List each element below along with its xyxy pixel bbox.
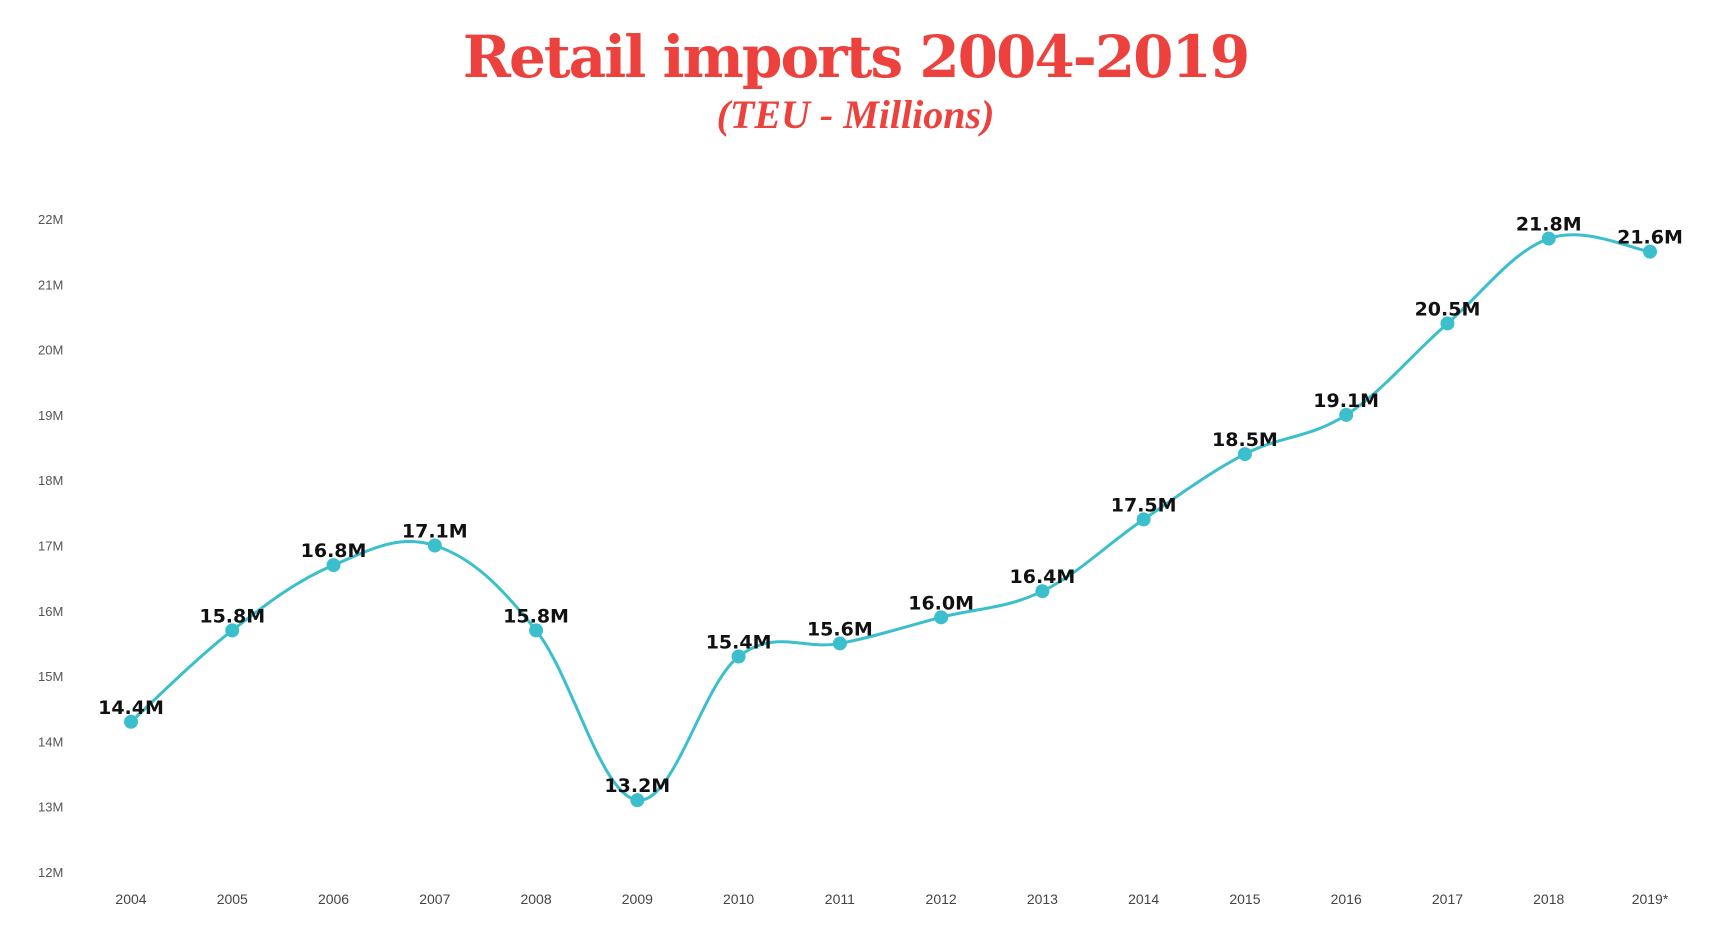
- data-point[interactable]: [832, 636, 847, 651]
- y-tick-label: 21M: [38, 277, 63, 292]
- data-label: 17.1M: [402, 521, 468, 543]
- y-tick-label: 15M: [38, 669, 63, 684]
- x-tick-label: 2014: [1128, 891, 1159, 907]
- y-tick-label: 19M: [38, 408, 63, 423]
- data-label: 18.5M: [1212, 429, 1278, 451]
- x-tick-label: 2004: [115, 891, 146, 907]
- data-point[interactable]: [1237, 447, 1252, 462]
- x-tick-label: 2011: [825, 891, 855, 907]
- y-tick-label: 14M: [38, 734, 63, 749]
- data-label: 20.5M: [1415, 298, 1481, 320]
- x-tick-label: 2016: [1331, 891, 1362, 907]
- data-label: 13.2M: [604, 775, 670, 797]
- data-labels: 14.4M 15.8M 16.8M 17.1M 15.8M 13.2M 15.4M 15.6M…: [98, 214, 1683, 798]
- y-tick-label: 13M: [38, 800, 63, 815]
- data-point[interactable]: [1541, 231, 1556, 246]
- data-point[interactable]: [529, 623, 544, 638]
- data-point[interactable]: [326, 558, 341, 573]
- data-label: 15.8M: [199, 605, 265, 627]
- data-label: 14.4M: [98, 697, 164, 719]
- data-label: 21.8M: [1516, 214, 1582, 236]
- x-tick-label: 2019*: [1632, 891, 1669, 907]
- data-points: [124, 231, 1657, 808]
- chart-subtitle: (TEU - Millions): [716, 92, 995, 137]
- data-point[interactable]: [225, 623, 240, 638]
- x-tick-label: 2015: [1229, 891, 1260, 907]
- data-point[interactable]: [427, 538, 442, 553]
- y-tick-label: 22M: [38, 212, 63, 227]
- data-label: 16.0M: [908, 592, 974, 614]
- x-tick-label: 2008: [520, 891, 551, 907]
- y-tick-label: 17M: [38, 539, 63, 554]
- data-point[interactable]: [124, 714, 138, 729]
- data-label: 21.6M: [1617, 227, 1683, 249]
- series-line: [129, 233, 1651, 802]
- data-label: 19.1M: [1313, 390, 1379, 412]
- data-point[interactable]: [1136, 512, 1151, 527]
- chart-header: Retail imports 2004-2019 (TEU - Millions…: [0, 22, 1711, 138]
- x-tick-label: 2013: [1027, 891, 1058, 907]
- x-axis: 2004 2005 2006 2007 2008 2009 2010 2011 2012 2013…: [115, 891, 1668, 907]
- y-axis: 12M 13M 14M 15M 16M 17M 18M 19M 20M 21M 22M: [38, 212, 63, 880]
- data-label: 15.6M: [807, 618, 873, 640]
- y-tick-label: 12M: [38, 865, 63, 880]
- x-tick-label: 2006: [318, 891, 349, 907]
- series-path: [129, 233, 1651, 802]
- x-tick-label: 2012: [926, 891, 957, 907]
- data-point[interactable]: [1035, 584, 1050, 599]
- data-label: 15.4M: [706, 632, 772, 654]
- data-point[interactable]: [934, 610, 949, 625]
- x-tick-label: 2009: [622, 891, 653, 907]
- data-point[interactable]: [1440, 316, 1455, 331]
- data-point[interactable]: [731, 649, 746, 664]
- data-label: 16.4M: [1010, 566, 1076, 588]
- data-point[interactable]: [1643, 244, 1657, 259]
- y-tick-label: 20M: [38, 343, 63, 358]
- x-tick-label: 2010: [723, 891, 754, 907]
- x-tick-label: 2017: [1432, 891, 1463, 907]
- data-label: 15.8M: [503, 605, 569, 627]
- x-tick-label: 2018: [1533, 891, 1564, 907]
- data-label: 16.8M: [301, 540, 367, 562]
- y-tick-label: 16M: [38, 604, 63, 619]
- y-tick-label: 18M: [38, 473, 63, 488]
- data-point[interactable]: [630, 793, 645, 808]
- x-tick-label: 2007: [419, 891, 450, 907]
- data-point[interactable]: [1339, 407, 1354, 422]
- x-tick-label: 2005: [217, 891, 248, 907]
- data-label: 17.5M: [1111, 494, 1177, 516]
- chart-title: Retail imports 2004-2019: [462, 23, 1251, 91]
